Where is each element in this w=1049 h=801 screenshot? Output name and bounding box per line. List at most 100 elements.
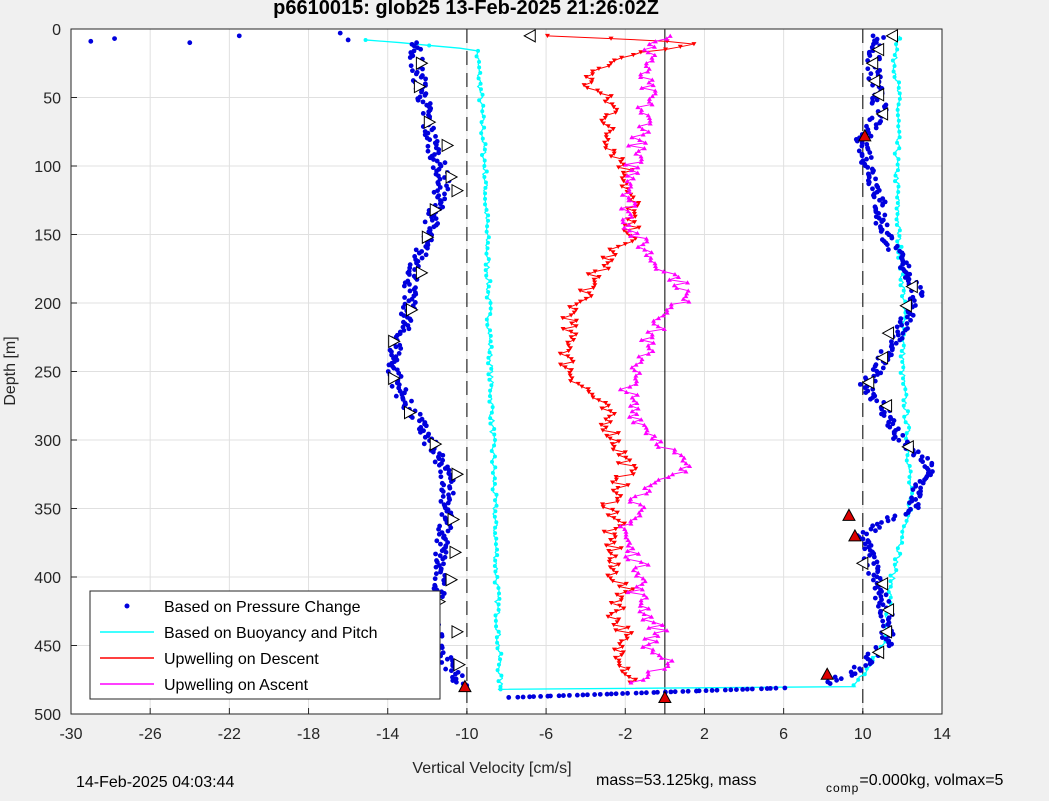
buoyancy-point	[499, 651, 504, 656]
pressure-point	[620, 691, 626, 696]
pressure-point	[834, 677, 840, 683]
pressure-point	[880, 623, 886, 629]
pressure-point	[884, 242, 890, 248]
buoyancy-point	[492, 454, 497, 459]
pressure-point	[527, 694, 533, 700]
upwelling-ascent-marker	[628, 518, 634, 523]
upwelling-descent-marker	[571, 310, 577, 315]
buoyancy-point	[478, 81, 483, 86]
upwelling-ascent-marker	[630, 419, 636, 425]
pressure-point	[401, 283, 407, 289]
buoyancy-point	[856, 677, 861, 682]
series-pressure	[88, 30, 935, 700]
upwelling-ascent-marker	[634, 378, 640, 384]
buoyancy-point	[483, 180, 488, 185]
upwelling-ascent-marker	[649, 335, 655, 340]
pressure-point	[389, 383, 395, 389]
pressure-point	[883, 592, 889, 598]
triangle-marker-hollow	[875, 107, 889, 121]
upwelling-descent-marker	[599, 406, 605, 411]
y-tick-label: 250	[34, 365, 61, 382]
pressure-point	[435, 194, 440, 200]
upwelling-descent-marker	[622, 242, 628, 247]
buoyancy-point	[487, 399, 492, 404]
upwelling-descent-marker	[605, 614, 611, 619]
upwelling-descent-marker	[565, 343, 571, 348]
buoyancy-point	[901, 343, 906, 348]
buoyancy-point	[892, 562, 897, 567]
triangle-marker-hollow	[871, 87, 885, 102]
upwelling-ascent-marker	[652, 433, 658, 438]
upwelling-ascent-marker	[638, 359, 644, 364]
buoyancy-point	[905, 409, 910, 414]
pressure-point	[406, 298, 412, 304]
pressure-point	[436, 531, 442, 537]
upwelling-descent-marker	[602, 116, 608, 121]
pressure-point	[910, 487, 916, 492]
upwelling-descent-marker	[615, 485, 621, 491]
upwelling-ascent-marker	[668, 304, 674, 310]
upwelling-descent-marker	[617, 603, 623, 608]
triangle-marker-hollow	[881, 326, 895, 340]
buoyancy-point	[899, 348, 904, 353]
pressure-point	[859, 153, 865, 159]
upwelling-ascent-marker	[639, 126, 645, 132]
upwelling-ascent-marker	[649, 614, 655, 619]
upwelling-ascent-marker	[656, 652, 662, 658]
pressure-point	[442, 196, 448, 202]
pressure-point	[703, 688, 709, 694]
upwelling-descent-marker	[581, 83, 587, 88]
upwelling-descent-marker	[568, 335, 574, 340]
upwelling-descent-marker	[611, 148, 617, 154]
pressure-point	[920, 480, 926, 486]
upwelling-ascent-marker	[646, 115, 652, 121]
upwelling-descent-marker	[612, 253, 618, 258]
upwelling-ascent-marker	[623, 389, 629, 395]
upwelling-descent-marker	[586, 291, 592, 296]
upwelling-ascent-marker	[628, 184, 634, 189]
pressure-point	[439, 633, 445, 639]
buoyancy-point	[904, 431, 909, 436]
pressure-point	[437, 184, 443, 190]
upwelling-ascent-marker	[644, 491, 650, 496]
buoyancy-point	[888, 573, 893, 578]
pressure-point	[445, 500, 451, 506]
triangle-marker-hollow	[881, 603, 895, 617]
upwelling-ascent-marker	[646, 641, 652, 647]
buoyancy-point	[898, 36, 903, 41]
upwelling-ascent-marker	[684, 291, 690, 296]
pressure-point	[425, 148, 431, 154]
upwelling-descent-marker	[568, 379, 574, 384]
pressure-point	[420, 66, 425, 72]
buoyancy-point	[483, 191, 488, 196]
pressure-point	[867, 53, 873, 58]
buoyancy-point	[901, 376, 906, 381]
upwelling-ascent-marker	[645, 669, 651, 674]
upwelling-descent-marker	[627, 458, 633, 463]
buoyancy-point	[495, 575, 500, 579]
upwelling-ascent-marker	[641, 145, 647, 151]
buoyancy-point	[493, 498, 498, 503]
buoyancy-point	[483, 268, 488, 273]
series-layer	[88, 30, 935, 700]
triangle-marker-hollow	[445, 572, 459, 587]
buoyancy-point	[482, 174, 487, 179]
pressure-point	[877, 197, 882, 203]
upwelling-ascent-marker	[632, 515, 638, 521]
buoyancy-point	[903, 420, 908, 425]
upwelling-ascent-marker	[645, 69, 651, 74]
buoyancy-point	[483, 196, 488, 201]
buoyancy-point	[496, 679, 501, 684]
upwelling-ascent-marker	[629, 135, 635, 140]
buoyancy-point	[892, 53, 897, 58]
upwelling-descent-marker	[567, 370, 573, 376]
pressure-point	[531, 694, 536, 700]
upwelling-ascent-marker	[654, 639, 660, 644]
pressure-point	[899, 322, 905, 328]
upwelling-ascent-marker	[686, 299, 692, 304]
buoyancy-point	[496, 585, 501, 590]
buoyancy-point	[892, 63, 897, 68]
pressure-point	[893, 340, 899, 346]
pressure-point	[436, 150, 442, 156]
pressure-point	[722, 687, 728, 693]
